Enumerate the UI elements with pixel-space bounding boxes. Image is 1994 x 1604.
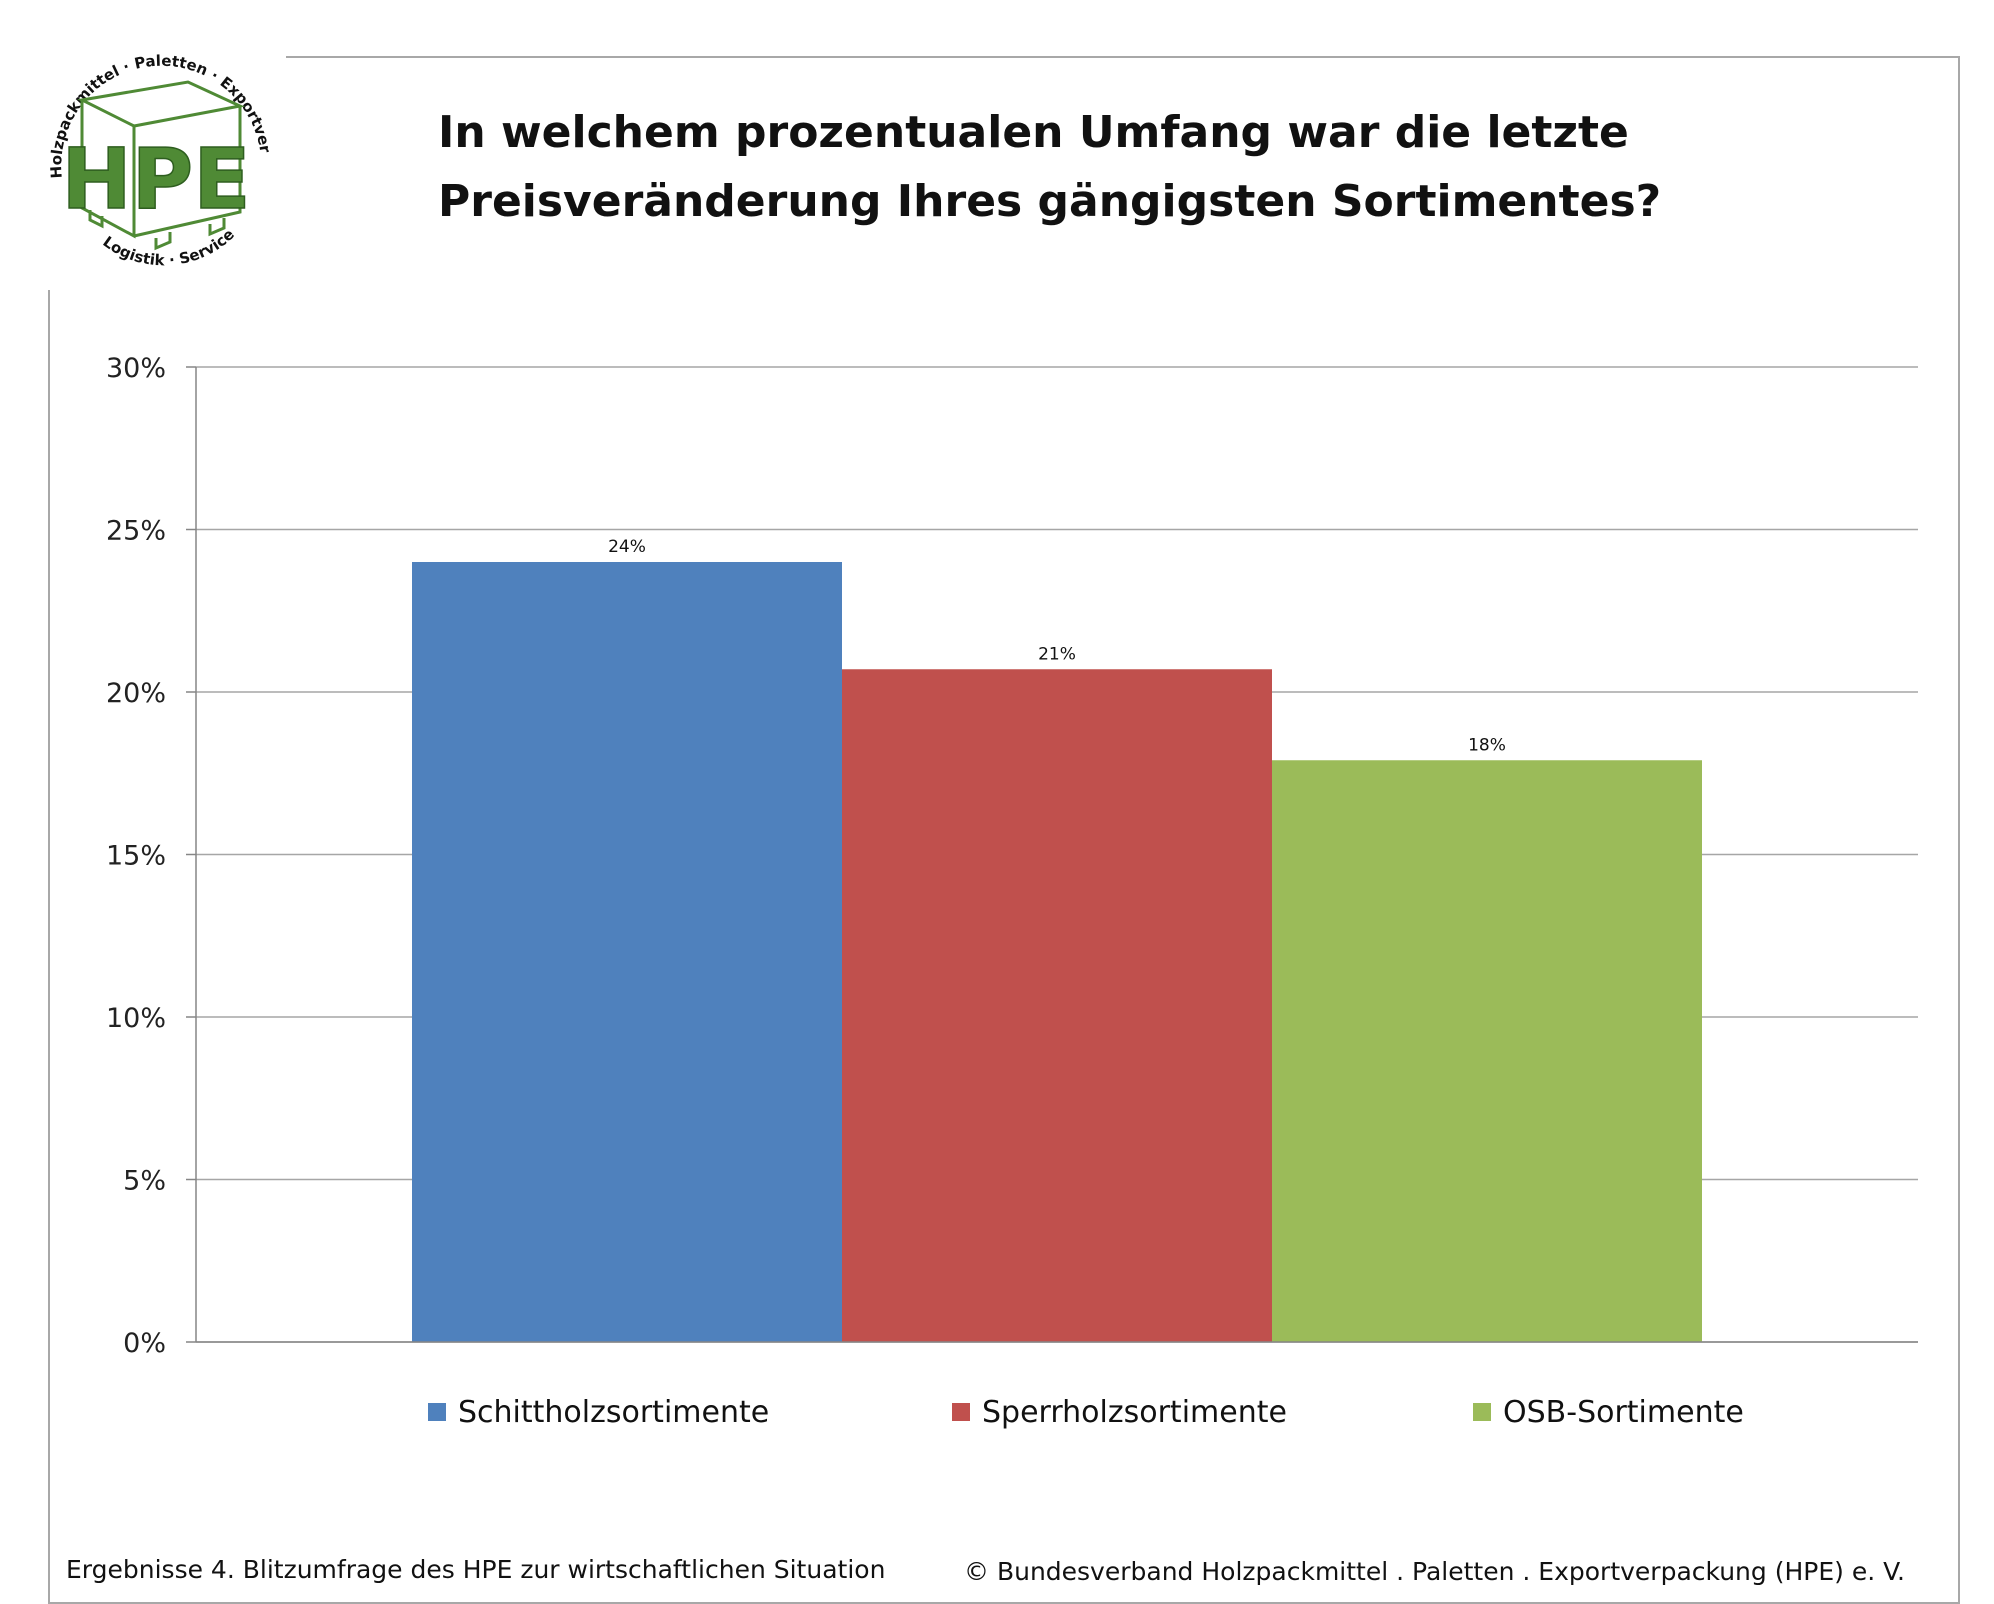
legend-item-sperrholzsortimente: Sperrholzsortimente — [952, 1392, 1287, 1432]
y-tick-label-15: 15% — [106, 841, 166, 872]
y-tick-label-5: 5% — [123, 1166, 166, 1197]
legend-swatch-schittholzsortimente — [428, 1403, 446, 1421]
data-label-schittholzsortimente: 24% — [608, 537, 646, 557]
y-tick-label-25: 25% — [106, 516, 166, 547]
footer-copyright: © Bundesverband Holzpackmittel . Palette… — [964, 1557, 1905, 1586]
legend-swatch-sperrholzsortimente — [952, 1403, 970, 1421]
bar-schittholzsortimente — [412, 562, 842, 1342]
footer-source: Ergebnisse 4. Blitzumfrage des HPE zur w… — [66, 1555, 886, 1584]
bar-osb-sortimente — [1272, 760, 1702, 1342]
legend-label-osb-sortimente: OSB-Sortimente — [1503, 1394, 1744, 1430]
legend-label-schittholzsortimente: Schittholzsortimente — [458, 1394, 770, 1430]
y-tick-label-0: 0% — [123, 1328, 166, 1359]
logo-mark: HPE — [61, 130, 250, 228]
data-label-sperrholzsortimente: 21% — [1038, 644, 1076, 664]
legend-item-schittholzsortimente: Schittholzsortimente — [428, 1392, 769, 1432]
legend-item-osb-sortimente: OSB-Sortimente — [1473, 1392, 1744, 1432]
hpe-logo: Holzpackmittel · Paletten · Exportverpac… — [30, 30, 274, 269]
chart-title: In welchem prozentualen Umfang war die l… — [438, 107, 1662, 227]
y-tick-label-30: 30% — [106, 353, 166, 384]
bar-sperrholzsortimente — [842, 669, 1272, 1342]
data-label-osb-sortimente: 18% — [1468, 735, 1506, 755]
pallet-icon — [77, 80, 245, 251]
legend-label-sperrholzsortimente: Sperrholzsortimente — [982, 1394, 1287, 1430]
legend-swatch-osb-sortimente — [1473, 1403, 1491, 1421]
y-tick-label-10: 10% — [106, 1003, 166, 1034]
y-tick-label-20: 20% — [106, 678, 166, 709]
